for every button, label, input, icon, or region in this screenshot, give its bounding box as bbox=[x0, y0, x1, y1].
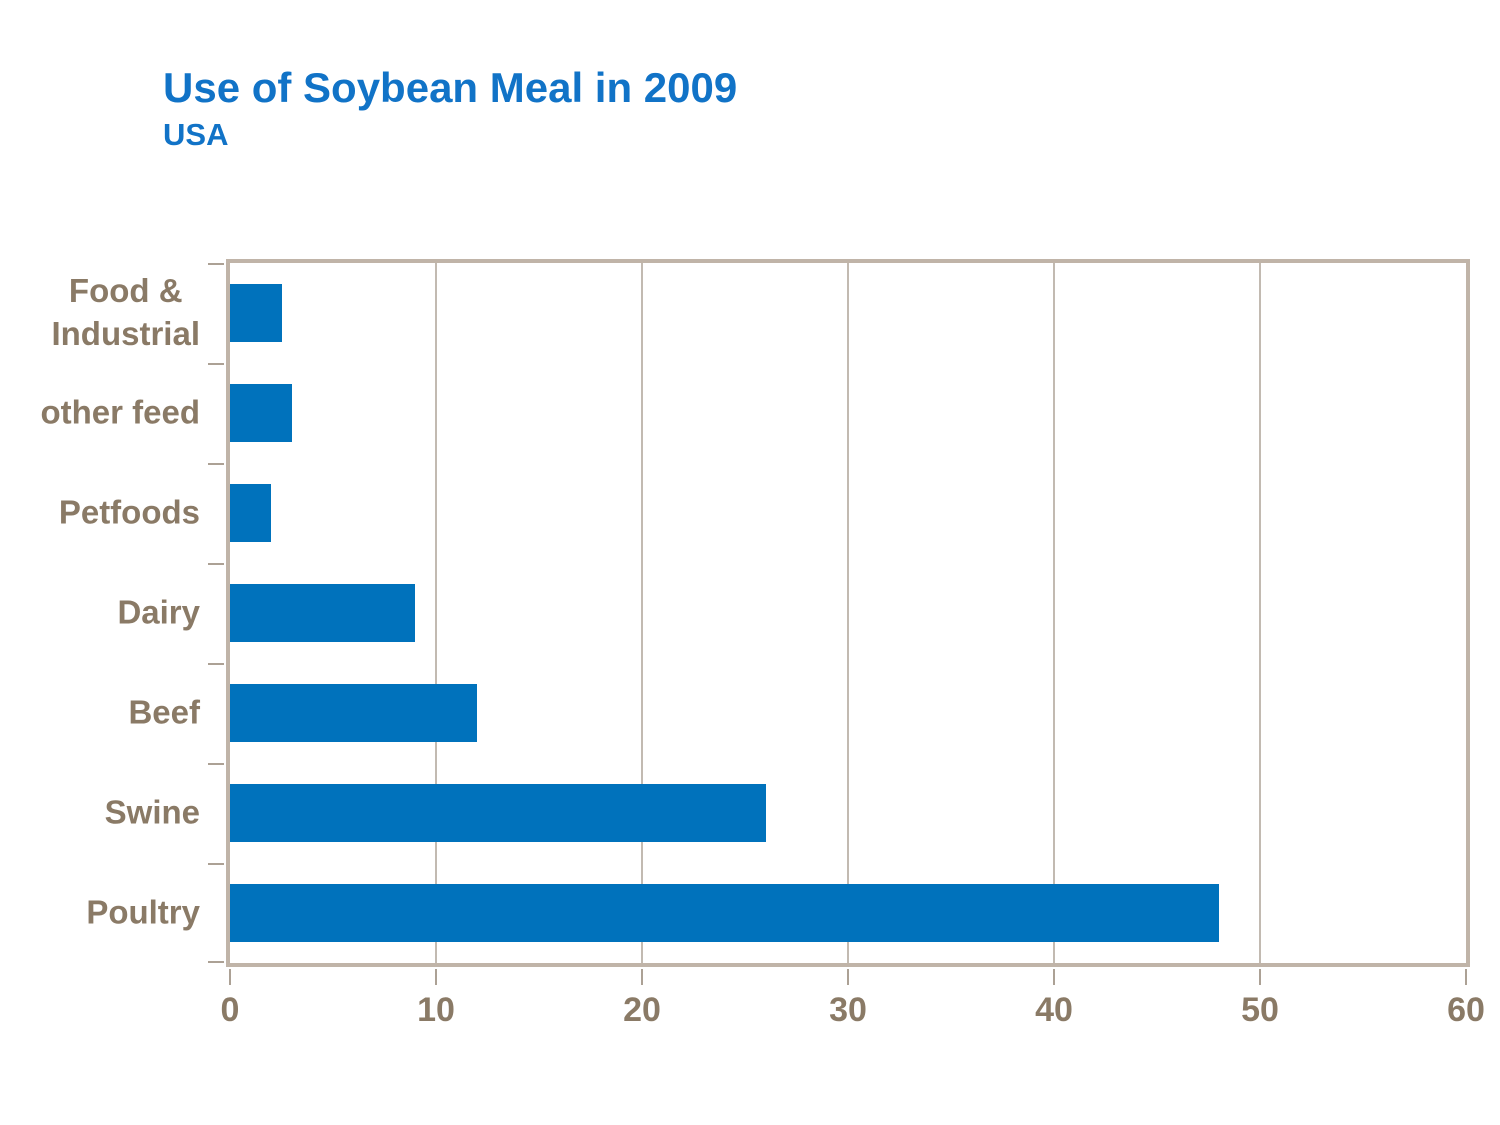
x-axis-label-0: 0 bbox=[220, 991, 240, 1029]
bar-petfoods bbox=[230, 484, 272, 542]
x-axis-tick-60 bbox=[1465, 969, 1467, 985]
category-label-food-industrial: Food & Industrial bbox=[51, 272, 200, 352]
title-block: Use of Soybean Meal in 2009 USA bbox=[163, 64, 738, 153]
y-axis-tick bbox=[208, 363, 224, 365]
x-axis-tick-30 bbox=[847, 969, 849, 985]
y-axis-tick bbox=[208, 663, 224, 665]
x-axis-label-40: 40 bbox=[1035, 991, 1073, 1029]
x-axis-tick-50 bbox=[1259, 969, 1261, 985]
category-label-beef: Beef bbox=[128, 693, 200, 731]
y-axis-tick bbox=[208, 463, 224, 465]
gridline-20 bbox=[641, 263, 643, 963]
category-axis-labels: Food & Industrial other feed Petfoods Dairy… bbox=[0, 263, 200, 963]
chart-title: Use of Soybean Meal in 2009 bbox=[163, 64, 738, 111]
chart-subtitle: USA bbox=[163, 117, 229, 153]
y-axis-tick bbox=[208, 763, 224, 765]
y-axis-tick bbox=[208, 263, 224, 265]
category-label-other-feed: other feed bbox=[40, 393, 200, 431]
gridline-10 bbox=[435, 263, 437, 963]
bar-swine bbox=[230, 784, 766, 842]
category-label-dairy: Dairy bbox=[117, 593, 200, 631]
plot-area bbox=[208, 263, 1467, 985]
y-axis-tick bbox=[208, 863, 224, 865]
x-axis-label-10: 10 bbox=[417, 991, 455, 1029]
x-axis-label-20: 20 bbox=[623, 991, 661, 1029]
y-axis-tick bbox=[208, 961, 224, 963]
plot-area-border bbox=[226, 259, 1470, 967]
category-label-petfoods: Petfoods bbox=[58, 493, 200, 531]
x-axis-label-50: 50 bbox=[1241, 991, 1279, 1029]
gridline-30 bbox=[847, 263, 849, 963]
y-axis-tick bbox=[208, 563, 224, 565]
gridline-40 bbox=[1053, 263, 1055, 963]
bar-beef bbox=[230, 684, 478, 742]
bar-food-industrial bbox=[230, 284, 282, 342]
gridline-50 bbox=[1259, 263, 1261, 963]
bar-poultry bbox=[230, 884, 1219, 942]
category-label-swine: Swine bbox=[104, 793, 200, 831]
bar-dairy bbox=[230, 584, 416, 642]
x-axis-label-30: 30 bbox=[829, 991, 867, 1029]
bar-other-feed bbox=[230, 384, 292, 442]
x-axis-tick-20 bbox=[641, 969, 643, 985]
x-axis-tick-0 bbox=[229, 969, 231, 985]
x-axis-tick-40 bbox=[1053, 969, 1055, 985]
x-axis-tick-10 bbox=[435, 969, 437, 985]
x-axis-label-60: 60 bbox=[1447, 991, 1485, 1029]
category-label-poultry: Poultry bbox=[86, 893, 200, 931]
